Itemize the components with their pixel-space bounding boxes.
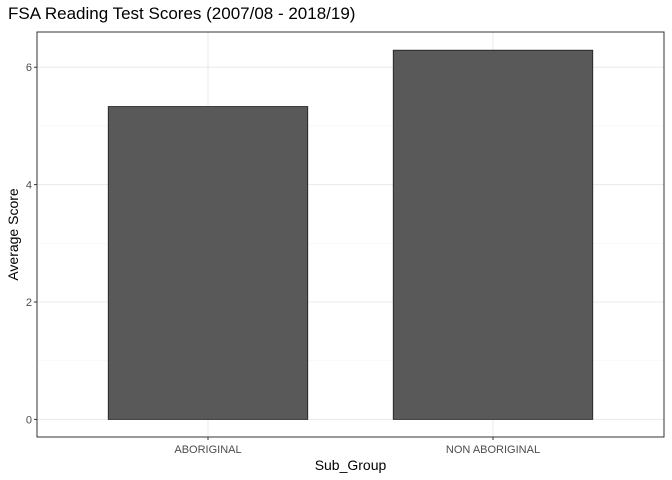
y-tick-label: 2 (26, 297, 32, 309)
axis-layer: 0 2 4 6 ABORIGINAL NON ABORIGINAL (26, 62, 540, 456)
y-axis-title: Average Score (5, 188, 21, 281)
y-tick-label: 4 (26, 180, 32, 192)
x-tick-label: ABORIGINAL (174, 444, 241, 456)
bar-non-aboriginal (392, 49, 594, 420)
x-tick-label: NON ABORIGINAL (446, 444, 540, 456)
y-tick-label: 0 (26, 414, 32, 426)
bar-aboriginal (107, 106, 309, 420)
panel-border (36, 31, 665, 438)
y-tick-label: 6 (26, 62, 32, 74)
bar-layer (107, 49, 594, 420)
chart-title: FSA Reading Test Scores (2007/08 - 2018/… (8, 4, 356, 23)
x-axis-title: Sub_Group (315, 457, 387, 473)
